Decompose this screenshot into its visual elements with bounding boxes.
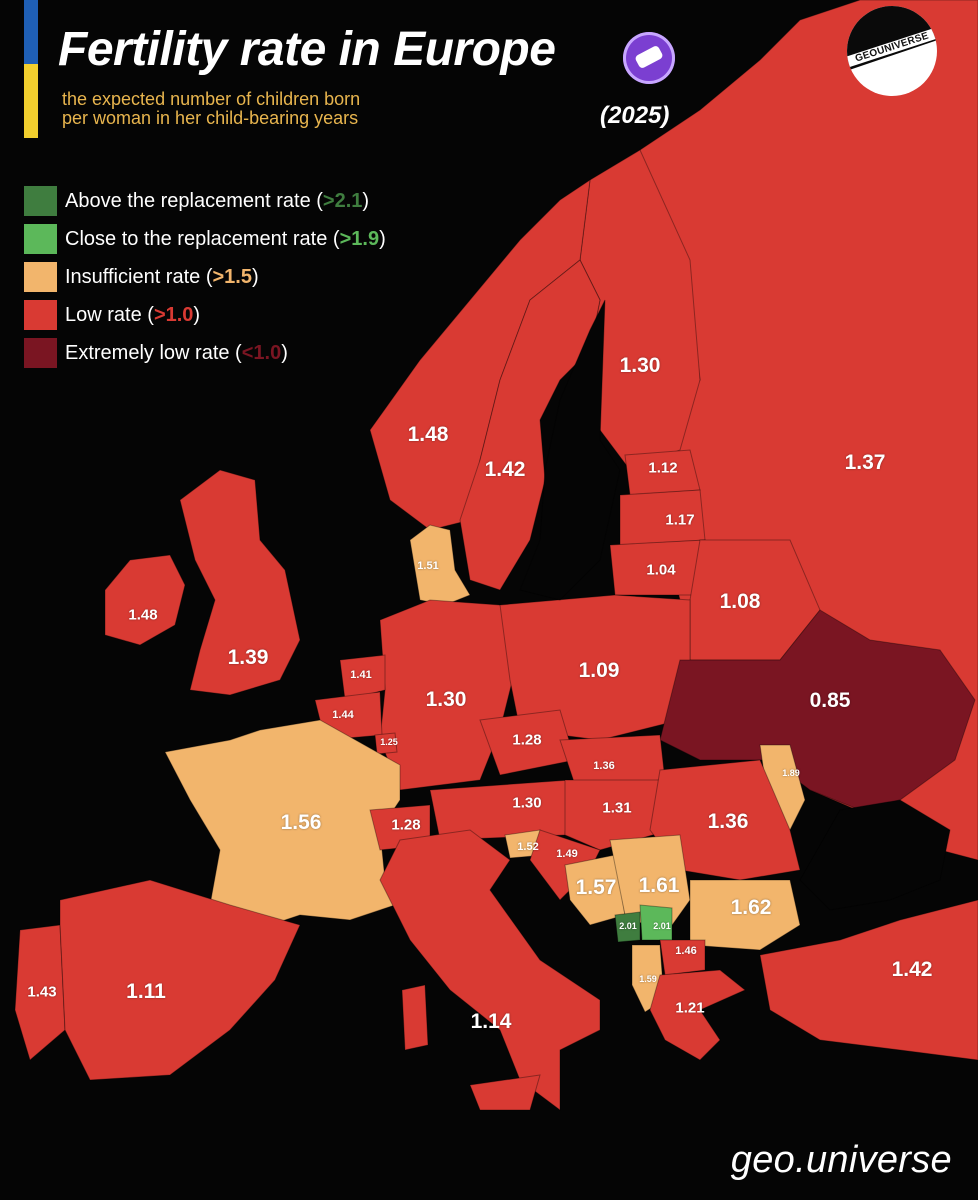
- legend-label: Extremely low rate (: [65, 341, 242, 364]
- value-norway: 1.48: [407, 423, 449, 446]
- legend-threshold: >1.5: [212, 265, 252, 288]
- value-russia: 1.37: [844, 451, 886, 474]
- legend-label: Low rate (: [65, 303, 154, 326]
- value-croatia: 1.49: [556, 848, 578, 860]
- value-hungary: 1.31: [602, 799, 632, 817]
- value-austria: 1.30: [512, 794, 542, 812]
- region-turkey: [759, 899, 978, 1061]
- region-netherlands: [339, 654, 386, 701]
- value-czechia: 1.28: [512, 731, 542, 749]
- value-sweden: 1.42: [484, 458, 526, 481]
- value-greece: 1.21: [675, 999, 705, 1017]
- region-bulgaria: [689, 879, 801, 951]
- value-lithuania: 1.04: [646, 561, 676, 579]
- legend-swatch: [24, 300, 57, 330]
- value-portugal: 1.43: [27, 983, 57, 1001]
- region-bosnia: [564, 854, 626, 926]
- value-belgium: 1.44: [332, 709, 354, 721]
- value-serbia: 1.61: [638, 874, 680, 897]
- value-albania: 1.59: [639, 974, 657, 984]
- baltic-sea: [519, 299, 621, 601]
- value-turkey: 1.42: [891, 958, 933, 981]
- value-north-macedonia: 1.46: [675, 945, 697, 957]
- value-finland: 1.30: [619, 354, 661, 377]
- region-italy: [379, 829, 601, 1111]
- region-greece: [649, 969, 746, 1061]
- value-slovenia: 1.52: [517, 841, 539, 853]
- region-uk: [179, 469, 301, 696]
- map-title: Fertility rate in Europe: [58, 23, 556, 76]
- value-denmark: 1.51: [417, 560, 439, 572]
- value-luxembourg: 1.25: [380, 737, 398, 747]
- region-ukraine: [659, 609, 976, 811]
- legend-paren: ): [362, 189, 370, 212]
- legend-item-low: Low rate (>1.0): [24, 296, 386, 334]
- value-poland: 1.09: [578, 659, 620, 682]
- flag-blue-bar: [24, 0, 38, 64]
- value-uk: 1.39: [227, 646, 269, 669]
- legend-threshold: <1.0: [241, 341, 282, 364]
- legend-item-insufficient: Insufficient rate (>1.5): [24, 258, 386, 296]
- region-luxembourg: [374, 732, 398, 755]
- map-subtitle: the expected number of children born per…: [62, 89, 361, 128]
- map-year: (2025): [600, 102, 670, 129]
- value-netherlands: 1.41: [350, 669, 372, 681]
- region-ireland: [104, 554, 186, 646]
- flag-yellow-bar: [24, 64, 38, 138]
- legend-paren: ): [281, 341, 288, 364]
- black-sea: [799, 799, 951, 911]
- value-bulgaria: 1.62: [730, 896, 772, 919]
- legend-paren: ): [251, 265, 259, 288]
- value-germany: 1.30: [425, 688, 467, 711]
- legend-item-close: Close to the replacement rate (>1.9): [24, 220, 386, 258]
- value-france: 1.56: [280, 811, 322, 834]
- region-sardinia: [401, 984, 429, 1051]
- value-estonia: 1.12: [648, 459, 678, 477]
- region-north-macedonia: [659, 939, 706, 976]
- value-latvia: 1.17: [665, 511, 695, 529]
- region-spain: [59, 879, 301, 1081]
- credit-text: geo.universe: [730, 1139, 952, 1181]
- legend-label: Above the replacement rate (: [65, 189, 323, 212]
- value-moldova: 1.89: [782, 768, 800, 778]
- legend-swatch: [24, 186, 57, 216]
- value-switzerland: 1.28: [391, 816, 421, 834]
- region-sweden: [459, 259, 601, 591]
- value-italy: 1.14: [470, 1010, 512, 1033]
- legend-swatch: [24, 224, 57, 254]
- legend-swatch: [24, 338, 57, 368]
- value-ukraine: 0.85: [809, 689, 851, 712]
- region-sicily: [469, 1074, 541, 1111]
- legend: Above the replacement rate (>2.1) Close …: [24, 182, 386, 372]
- value-ireland: 1.48: [128, 606, 158, 624]
- value-slovakia: 1.36: [593, 760, 615, 772]
- legend-item-above: Above the replacement rate (>2.1): [24, 182, 386, 220]
- region-austria: [429, 779, 571, 841]
- legend-swatch: [24, 262, 57, 292]
- value-kosovo: 2.01: [653, 921, 671, 931]
- region-portugal: [14, 924, 66, 1061]
- region-romania: [649, 759, 801, 881]
- value-montenegro: 2.01: [619, 921, 637, 931]
- legend-paren: ): [379, 227, 386, 250]
- legend-label: Insufficient rate (: [65, 265, 213, 288]
- pill-emoji-icon: [623, 32, 675, 84]
- region-denmark: [409, 524, 471, 606]
- legend-threshold: >1.9: [339, 227, 380, 250]
- legend-label: Close to the replacement rate (: [65, 227, 340, 250]
- value-romania: 1.36: [707, 810, 749, 833]
- legend-paren: ): [193, 303, 201, 326]
- geouniverse-logo: GEOUNIVERSE: [847, 6, 937, 96]
- legend-item-extreme: Extremely low rate (<1.0): [24, 334, 386, 372]
- value-spain: 1.11: [126, 980, 166, 1003]
- value-belarus: 1.08: [719, 590, 761, 613]
- legend-threshold: >2.1: [322, 189, 363, 212]
- legend-threshold: >1.0: [153, 303, 194, 326]
- region-montenegro: [614, 911, 641, 943]
- value-bosnia: 1.57: [575, 876, 617, 899]
- region-germany: [379, 599, 521, 791]
